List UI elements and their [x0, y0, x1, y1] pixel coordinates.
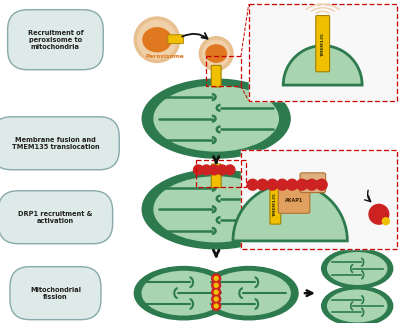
Circle shape — [296, 179, 307, 190]
Ellipse shape — [143, 28, 171, 52]
Circle shape — [287, 179, 298, 190]
FancyBboxPatch shape — [270, 185, 281, 224]
Circle shape — [214, 297, 218, 301]
Circle shape — [214, 276, 218, 280]
Circle shape — [217, 165, 227, 175]
Circle shape — [212, 274, 221, 283]
Circle shape — [267, 179, 278, 190]
Circle shape — [200, 38, 232, 69]
Ellipse shape — [134, 266, 233, 320]
Circle shape — [194, 165, 203, 175]
Circle shape — [212, 302, 221, 310]
Circle shape — [135, 18, 179, 61]
Text: Recruitment of
peroxisome to
mitochondria: Recruitment of peroxisome to mitochondri… — [28, 30, 83, 50]
Text: Peroxisome: Peroxisome — [146, 54, 184, 58]
Text: AKAP1: AKAP1 — [285, 198, 303, 203]
Circle shape — [212, 295, 221, 304]
FancyBboxPatch shape — [316, 16, 330, 72]
Ellipse shape — [328, 253, 387, 284]
Ellipse shape — [142, 271, 225, 315]
Wedge shape — [233, 184, 347, 241]
Ellipse shape — [207, 271, 290, 315]
Circle shape — [201, 165, 211, 175]
Circle shape — [214, 283, 218, 287]
FancyBboxPatch shape — [211, 164, 221, 188]
Ellipse shape — [328, 290, 387, 322]
Circle shape — [214, 290, 218, 294]
Ellipse shape — [206, 45, 226, 62]
FancyBboxPatch shape — [211, 65, 221, 87]
FancyBboxPatch shape — [168, 35, 184, 44]
Circle shape — [382, 218, 389, 225]
FancyBboxPatch shape — [300, 173, 326, 193]
Circle shape — [369, 204, 389, 224]
Text: Mitochondrial
fission: Mitochondrial fission — [30, 287, 81, 300]
Ellipse shape — [200, 266, 298, 320]
Circle shape — [225, 165, 235, 175]
Ellipse shape — [154, 177, 278, 242]
Text: DRP1 recruitment &
activation: DRP1 recruitment & activation — [18, 211, 93, 224]
Ellipse shape — [322, 249, 393, 288]
Circle shape — [247, 179, 258, 190]
Circle shape — [214, 304, 218, 308]
Circle shape — [306, 179, 317, 190]
Ellipse shape — [154, 86, 278, 151]
Text: TMEM135: TMEM135 — [321, 32, 325, 56]
Circle shape — [316, 179, 327, 190]
Circle shape — [212, 288, 221, 297]
Circle shape — [212, 281, 221, 290]
Ellipse shape — [322, 286, 393, 325]
Text: PKA1: PKA1 — [306, 180, 320, 185]
Circle shape — [257, 179, 268, 190]
FancyBboxPatch shape — [278, 188, 310, 213]
Ellipse shape — [142, 79, 290, 158]
Circle shape — [277, 179, 288, 190]
Text: TMEM135: TMEM135 — [273, 192, 277, 216]
Circle shape — [209, 165, 219, 175]
Ellipse shape — [142, 170, 290, 249]
Text: Membrane fusion and
TMEM135 translocation: Membrane fusion and TMEM135 translocatio… — [12, 137, 99, 150]
Wedge shape — [283, 46, 362, 85]
